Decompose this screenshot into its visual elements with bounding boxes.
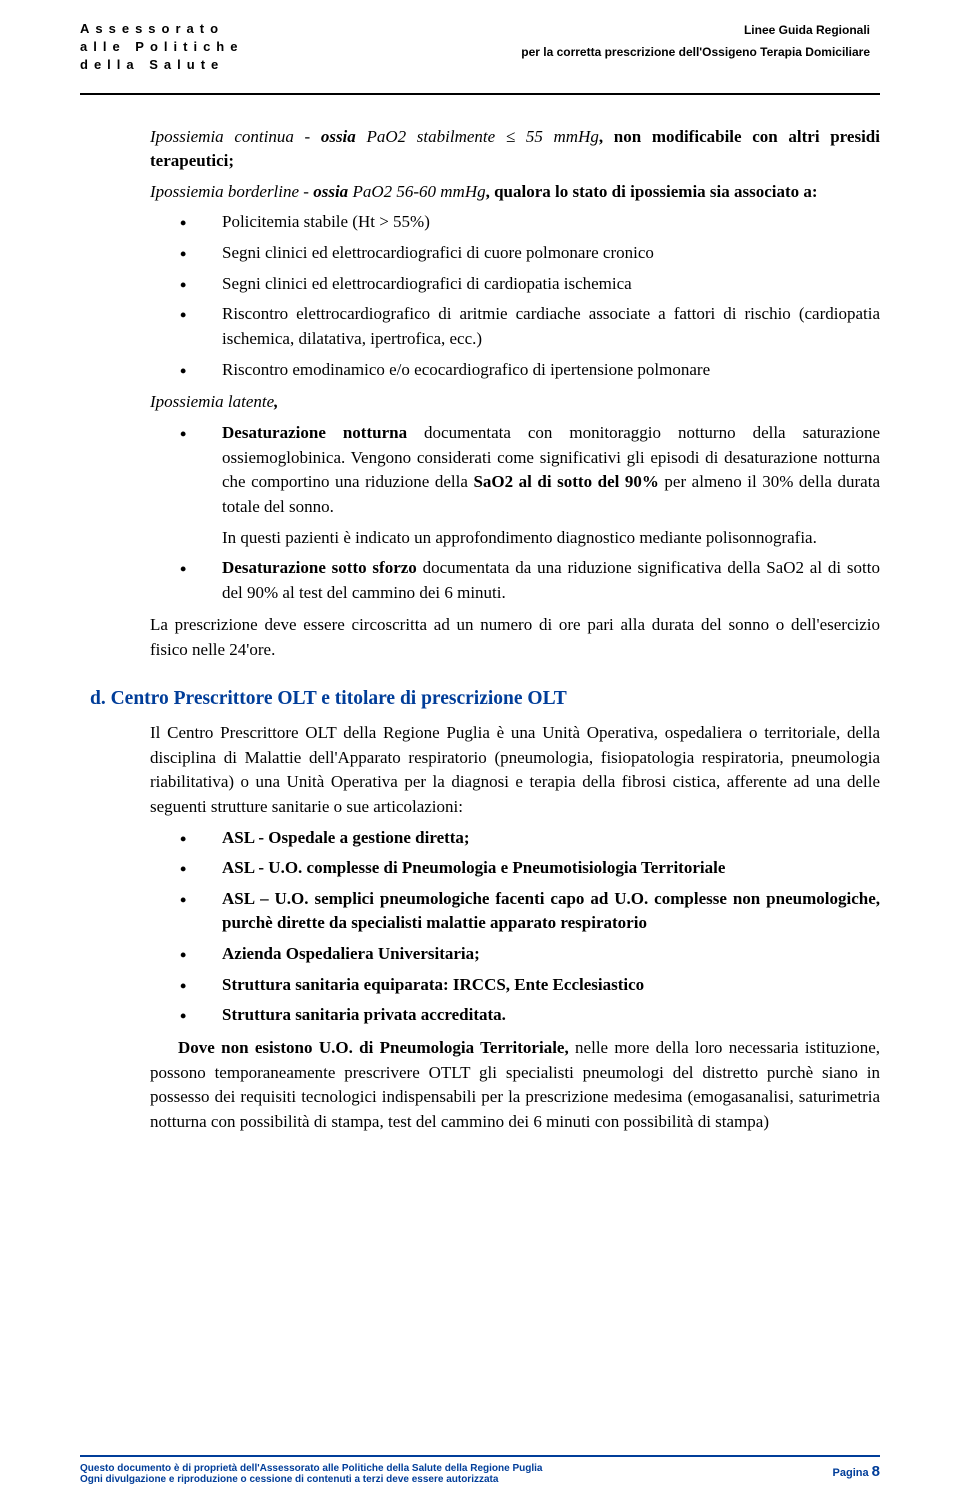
text-bold: Dove non esistono U.O. di Pneumologia Te… bbox=[178, 1038, 569, 1057]
dept-line: della Salute bbox=[80, 56, 243, 74]
list-item: Azienda Ospedaliera Universitaria; bbox=[180, 942, 880, 967]
list-item: ASL - U.O. complesse di Pneumologia e Pn… bbox=[180, 856, 880, 881]
page-header: Assessorato alle Politiche della Salute … bbox=[0, 0, 960, 85]
text-italic: Ipossiemia latente bbox=[150, 392, 274, 411]
text-italic: Ipossiemia borderline - bbox=[150, 182, 313, 201]
text-bold: Desaturazione notturna bbox=[222, 423, 407, 442]
page-footer: Questo documento è di proprietà dell'Ass… bbox=[0, 1455, 960, 1485]
footer-line: Ogni divulgazione e riproduzione o cessi… bbox=[80, 1474, 543, 1485]
list-item: Struttura sanitaria equiparata: IRCCS, E… bbox=[180, 973, 880, 998]
text-italic-bold: ossia bbox=[321, 127, 356, 146]
document-title-block: Linee Guida Regionali per la corretta pr… bbox=[521, 20, 880, 63]
text-italic-bold: ossia bbox=[313, 182, 348, 201]
text-italic: Ipossiemia continua - bbox=[150, 127, 321, 146]
list-item: ASL – U.O. semplici pneumologiche facent… bbox=[180, 887, 880, 936]
document-page: Assessorato alle Politiche della Salute … bbox=[0, 0, 960, 1505]
text-bold: Desaturazione sotto sforzo bbox=[222, 558, 417, 577]
footer-rule bbox=[80, 1455, 880, 1457]
list-item: Policitemia stabile (Ht > 55%) bbox=[180, 210, 880, 235]
footer-row: Questo documento è di proprietà dell'Ass… bbox=[80, 1463, 880, 1485]
paragraph: Ipossiemia latente, bbox=[120, 390, 880, 415]
section-heading: d. Centro Prescrittore OLT e titolare di… bbox=[90, 685, 880, 713]
bullet-list: Desaturazione notturna documentata con m… bbox=[120, 421, 880, 605]
text-italic: PaO2 56-60 mmHg bbox=[348, 182, 485, 201]
list-item: Segni clinici ed elettrocardiografici di… bbox=[180, 272, 880, 297]
text-italic-bold: , bbox=[274, 392, 278, 411]
page-number: Pagina 8 bbox=[833, 1463, 880, 1485]
paragraph: Dove non esistono U.O. di Pneumologia Te… bbox=[150, 1036, 880, 1135]
list-item: Riscontro emodinamico e/o ecocardiografi… bbox=[180, 358, 880, 383]
dept-line: alle Politiche bbox=[80, 38, 243, 56]
text-bold: SaO2 al di sotto del 90% bbox=[473, 472, 658, 491]
text: In questi pazienti è indicato un approfo… bbox=[222, 526, 880, 551]
department-name: Assessorato alle Politiche della Salute bbox=[80, 20, 243, 75]
page-content: Ipossiemia continua - ossia PaO2 stabilm… bbox=[0, 95, 960, 1181]
dept-line: Assessorato bbox=[80, 20, 243, 38]
list-item: Segni clinici ed elettrocardiografici di… bbox=[180, 241, 880, 266]
text-bold: , qualora lo stato di ipossiemia sia ass… bbox=[486, 182, 818, 201]
bullet-list: Policitemia stabile (Ht > 55%) Segni cli… bbox=[120, 210, 880, 382]
list-item: Struttura sanitaria privata accreditata. bbox=[180, 1003, 880, 1028]
list-item: ASL - Ospedale a gestione diretta; bbox=[180, 826, 880, 851]
doc-title: Linee Guida Regionali bbox=[521, 20, 870, 42]
list-item: Desaturazione notturna documentata con m… bbox=[180, 421, 880, 550]
page-label: Pagina bbox=[833, 1467, 872, 1479]
list-item: Desaturazione sotto sforzo documentata d… bbox=[180, 556, 880, 605]
paragraph: La prescrizione deve essere circoscritta… bbox=[120, 613, 880, 662]
bullet-list: ASL - Ospedale a gestione diretta; ASL -… bbox=[120, 826, 880, 1028]
page-num: 8 bbox=[872, 1463, 880, 1480]
footer-line: Questo documento è di proprietà dell'Ass… bbox=[80, 1463, 543, 1474]
paragraph: Ipossiemia continua - ossia PaO2 stabilm… bbox=[120, 125, 880, 174]
doc-subtitle: per la corretta prescrizione dell'Ossige… bbox=[521, 42, 870, 64]
paragraph: Ipossiemia borderline - ossia PaO2 56-60… bbox=[120, 180, 880, 205]
list-item: Riscontro elettrocardiografico di aritmi… bbox=[180, 302, 880, 351]
text-italic: PaO2 stabilmente ≤ 55 mmHg bbox=[356, 127, 599, 146]
footer-left: Questo documento è di proprietà dell'Ass… bbox=[80, 1463, 543, 1485]
paragraph: Il Centro Prescrittore OLT della Regione… bbox=[120, 721, 880, 820]
